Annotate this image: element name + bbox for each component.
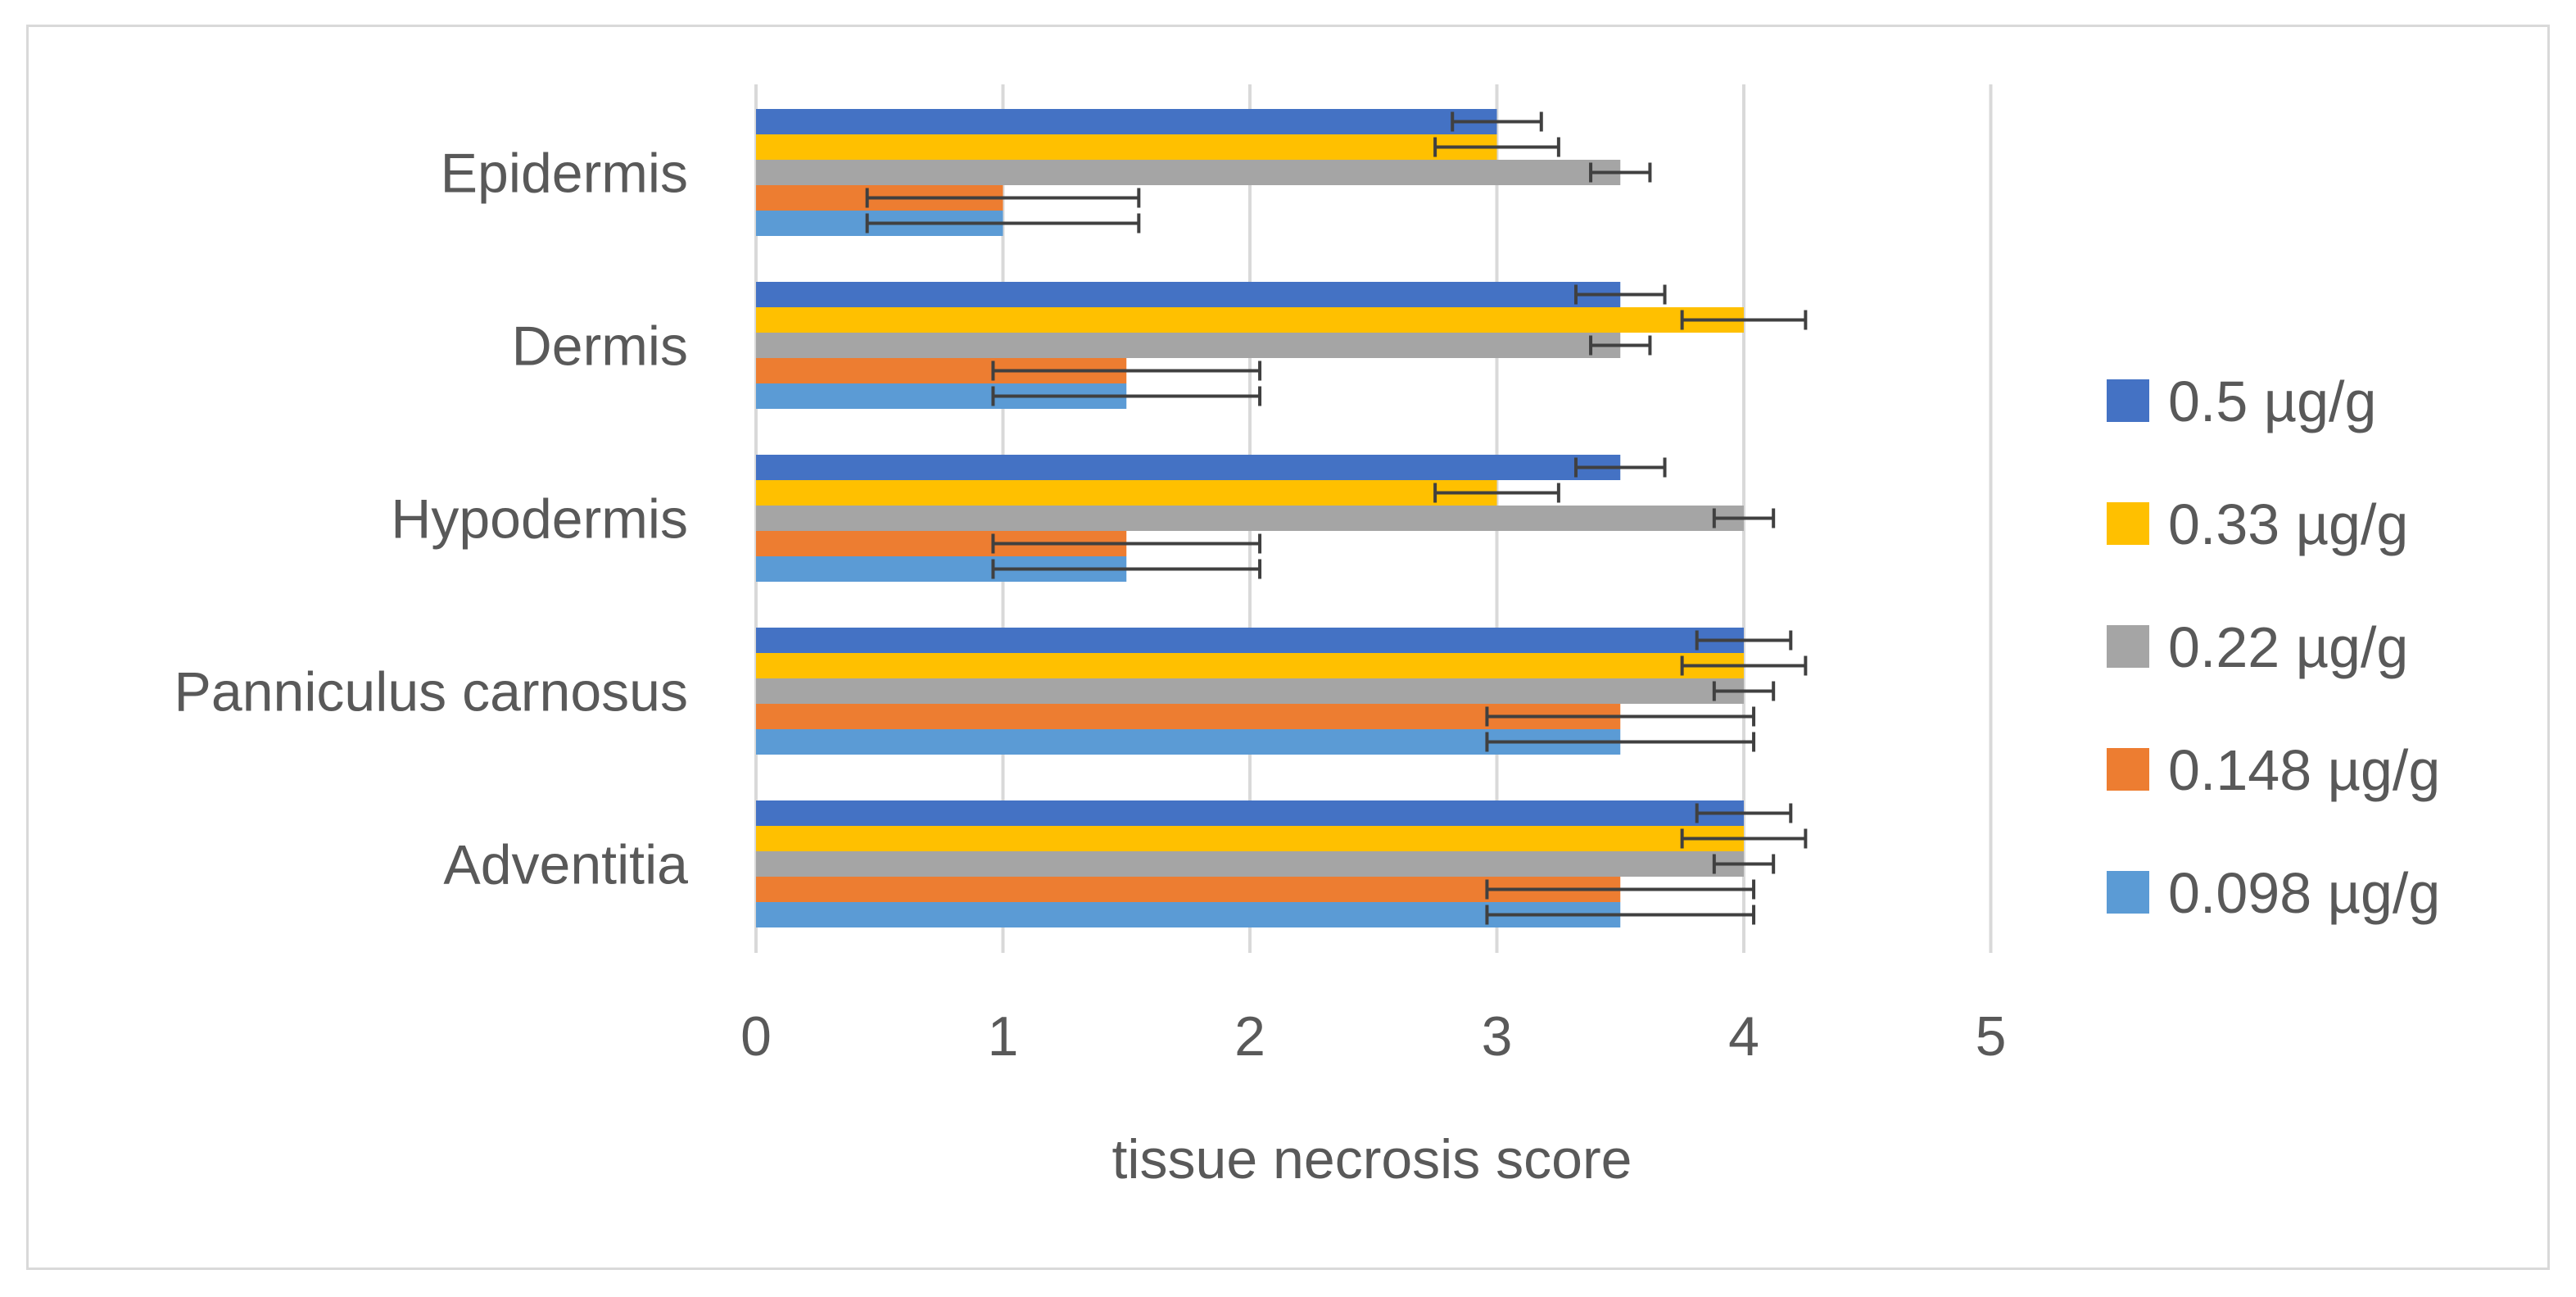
bar: [756, 800, 1744, 826]
bar: [756, 851, 1744, 877]
legend-swatch: [2107, 748, 2149, 791]
category-label: Dermis: [512, 315, 688, 378]
bar: [756, 704, 1621, 729]
legend-label: 0.22 µg/g: [2168, 615, 2408, 679]
bars: [756, 109, 1744, 927]
bar-chart: Epidermis Dermis Hypodermis Panniculus carn…: [174, 84, 2440, 1190]
bar: [756, 109, 1497, 134]
bar: [756, 826, 1744, 851]
category-label: Panniculus carnosus: [174, 661, 688, 723]
chart-frame: Epidermis Dermis Hypodermis Panniculus carn…: [26, 25, 2550, 1270]
bar: [756, 877, 1621, 902]
bar: [756, 628, 1744, 653]
bar: [756, 134, 1497, 160]
bar: [756, 729, 1621, 755]
bar: [756, 160, 1621, 185]
legend-label: 0.5 µg/g: [2168, 370, 2376, 433]
legend-swatch: [2107, 379, 2149, 422]
category-label: Adventitia: [443, 834, 688, 896]
x-tick-labels: 0 1 2 3 4 5: [740, 1005, 2006, 1068]
x-tick-label: 3: [1482, 1005, 1513, 1068]
bar: [756, 506, 1744, 531]
x-tick-label: 5: [1976, 1005, 2007, 1068]
legend: 0.5 µg/g 0.33 µg/g 0.22 µg/g 0.148 µg/g 0.09…: [2107, 370, 2440, 925]
bar: [756, 653, 1744, 678]
legend-label: 0.098 µg/g: [2168, 861, 2440, 925]
legend-label: 0.33 µg/g: [2168, 492, 2408, 556]
category-label: Epidermis: [441, 143, 688, 205]
x-tick-label: 2: [1234, 1005, 1265, 1068]
category-labels: Epidermis Dermis Hypodermis Panniculus carn…: [174, 143, 689, 896]
legend-swatch: [2107, 871, 2149, 914]
legend-label: 0.148 µg/g: [2168, 738, 2440, 802]
bar: [756, 678, 1744, 704]
bar: [756, 307, 1744, 333]
x-tick-label: 1: [988, 1005, 1019, 1068]
legend-swatch: [2107, 502, 2149, 545]
bar: [756, 455, 1621, 480]
bar: [756, 480, 1497, 506]
error-bars: [865, 111, 1808, 925]
bar: [756, 282, 1621, 307]
bar: [756, 333, 1621, 358]
x-tick-label: 0: [740, 1005, 772, 1068]
x-tick-label: 4: [1728, 1005, 1759, 1068]
bar: [756, 902, 1621, 927]
category-label: Hypodermis: [391, 488, 688, 551]
x-axis-title: tissue necrosis score: [1112, 1128, 1632, 1190]
legend-swatch: [2107, 625, 2149, 668]
